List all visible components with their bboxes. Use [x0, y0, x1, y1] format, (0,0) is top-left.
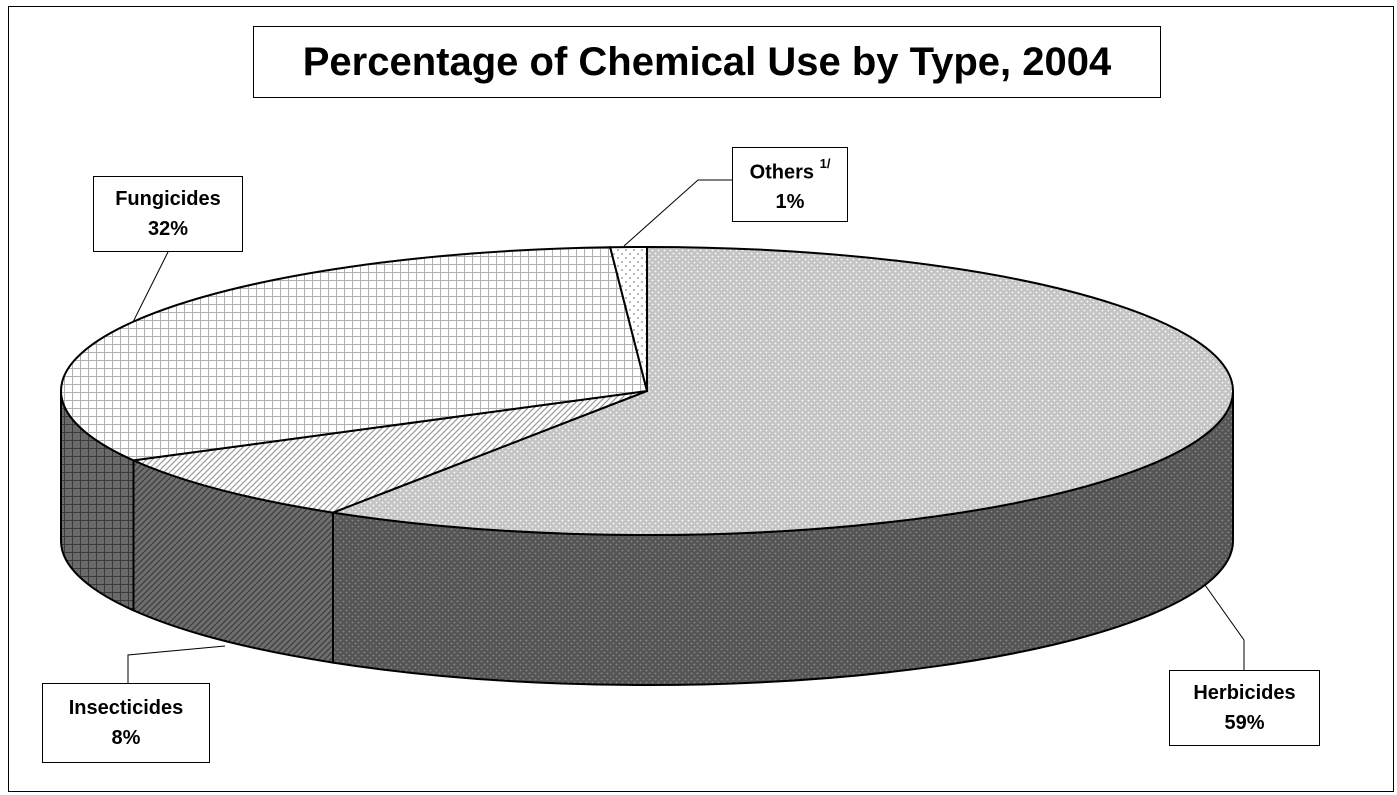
data-label-fungicides-name: Fungicides [115, 188, 221, 210]
pie-slice-insecticides [129, 390, 648, 514]
leader-line-fungicides [132, 251, 169, 323]
data-label-fungicides-value: 32% [147, 218, 189, 240]
leader-line-others [623, 179, 732, 247]
leader-line-herbicides [1204, 584, 1245, 670]
data-label-others-footnote: 1/ [819, 155, 831, 171]
data-label-others: Others 1/ 1% [732, 147, 848, 222]
chart-title: Percentage of Chemical Use by Type, 2004 [253, 26, 1161, 98]
data-label-others-value: 1% [775, 191, 805, 214]
pie-slice-herbicides [329, 245, 1234, 536]
data-label-insecticides-value: 8% [111, 727, 141, 749]
data-label-herbicides: Herbicides 59% [1169, 670, 1320, 746]
data-label-fungicides: Fungicides 32% [93, 176, 243, 252]
data-label-others-text: Others [749, 161, 815, 184]
data-label-others-name: Others 1/ [733, 152, 847, 188]
pie-slice-others [608, 245, 648, 392]
data-label-herbicides-name: Herbicides [1193, 682, 1296, 704]
leader-line-insecticides [127, 645, 226, 683]
data-label-insecticides: Insecticides 8% [42, 683, 210, 763]
data-label-herbicides-value: 59% [1224, 712, 1265, 734]
data-label-insecticides-name: Insecticides [68, 697, 184, 719]
